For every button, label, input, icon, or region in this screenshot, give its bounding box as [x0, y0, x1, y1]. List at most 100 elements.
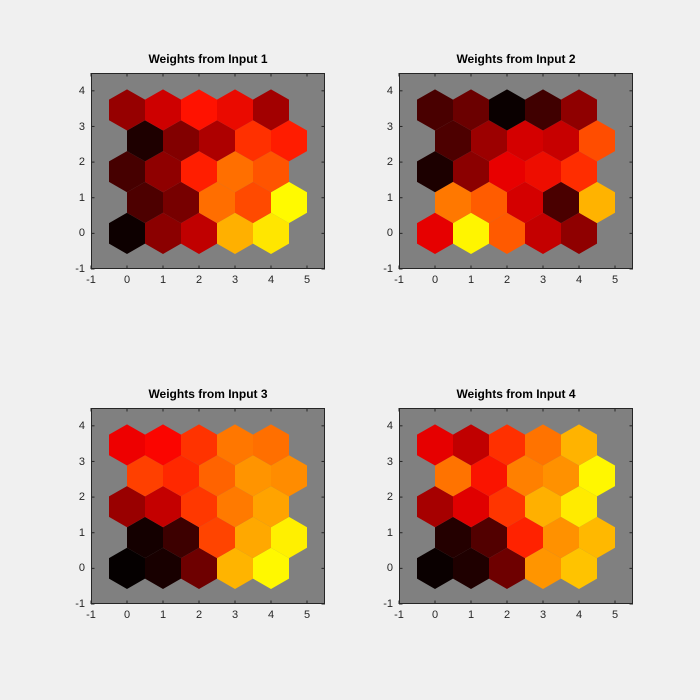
y-tick-label: 3 — [78, 120, 85, 133]
axes-border — [91, 73, 325, 269]
hex-cell-r0-c3 — [217, 547, 253, 589]
x-tick-label: 2 — [195, 609, 203, 621]
axes-border — [91, 408, 325, 604]
hex-cell-r1-c4 — [579, 516, 615, 559]
hex-cell-r0-c3 — [217, 212, 253, 254]
hex-cell-r2-c4 — [561, 151, 597, 193]
hex-cell-r2-c3 — [525, 486, 561, 528]
axes-border — [399, 408, 633, 604]
x-tick-label: 5 — [303, 274, 311, 286]
hex-cell-r2-c4 — [561, 486, 597, 528]
hex-cell-r4-c3 — [525, 89, 561, 131]
x-tick-label: 5 — [611, 274, 619, 286]
y-tick-label: 2 — [386, 491, 393, 504]
hex-cell-r2-c1 — [453, 486, 489, 528]
hex-cell-r3-c2 — [507, 455, 543, 497]
hex-cell-r0-c1 — [453, 547, 489, 589]
hex-cell-r3-c4 — [271, 120, 307, 162]
hex-cell-r1-c2 — [507, 516, 543, 559]
hex-cell-r4-c3 — [525, 424, 561, 466]
x-tick-label: 3 — [231, 274, 239, 286]
hex-cell-r4-c4 — [253, 89, 289, 131]
hex-cell-r0-c2 — [489, 212, 525, 254]
hex-cell-r3-c0 — [127, 455, 163, 497]
hex-cell-r2-c3 — [525, 151, 561, 193]
x-tick-label: 3 — [539, 274, 547, 286]
hex-cell-r1-c2 — [199, 181, 235, 224]
hex-cell-r0-c4 — [561, 547, 597, 589]
hex-cell-r1-c1 — [163, 181, 199, 224]
hex-cell-r3-c0 — [435, 455, 471, 497]
hex-cell-r2-c2 — [489, 151, 525, 193]
x-tick-label: 3 — [539, 609, 547, 621]
plot-title-3: Weights from Input 3 — [148, 387, 268, 401]
axes-1 — [90, 73, 325, 270]
hex-cell-r2-c2 — [181, 151, 217, 193]
x-tick-label: 0 — [123, 274, 131, 286]
hex-cell-r4-c2 — [181, 424, 217, 466]
hex-cell-r3-c2 — [507, 120, 543, 162]
plot-title-2: Weights from Input 2 — [456, 52, 576, 66]
y-tick-label: 0 — [386, 562, 393, 575]
y-tick-label: 0 — [78, 227, 85, 240]
hex-cell-r3-c3 — [543, 120, 579, 162]
hex-cell-r4-c0 — [417, 424, 453, 466]
y-tick-label: -1 — [383, 598, 393, 610]
hex-cell-r4-c1 — [145, 424, 181, 466]
hex-cell-r3-c4 — [579, 120, 615, 162]
y-tick-label: 1 — [78, 191, 85, 204]
y-tick-label: 1 — [386, 526, 393, 539]
hex-cell-r0-c1 — [453, 212, 489, 254]
y-tick-label: 1 — [386, 191, 393, 204]
hex-cell-r1-c2 — [199, 516, 235, 559]
plot-title-1: Weights from Input 1 — [148, 52, 268, 66]
hex-cell-r2-c4 — [253, 151, 289, 193]
subplot-weights-input-1: Weights from Input 1 -1 0 1 2 3 4 5 -1 0 1 2 3 4 — [75, 52, 325, 286]
hex-cell-r2-c4 — [253, 486, 289, 528]
x-tick-label: 4 — [575, 609, 583, 621]
hex-cell-r4-c0 — [109, 89, 145, 131]
hex-cell-r3-c1 — [471, 120, 507, 162]
x-tick-label: -1 — [394, 274, 404, 286]
x-tick-label: 3 — [231, 609, 239, 621]
hex-cell-r2-c0 — [417, 486, 453, 528]
y-tick-label: 4 — [78, 419, 85, 432]
y-tick-label: 2 — [78, 491, 85, 504]
axes-3 — [90, 408, 325, 605]
x-tick-label: 0 — [123, 609, 131, 621]
hex-cell-r1-c4 — [271, 516, 307, 559]
hex-cell-r1-c3 — [543, 181, 579, 224]
plot-title-4: Weights from Input 4 — [456, 387, 576, 401]
x-tick-label: 5 — [303, 609, 311, 621]
hex-cell-r1-c2 — [507, 181, 543, 224]
y-tick-label: 2 — [78, 156, 85, 169]
x-tick-label: -1 — [86, 609, 96, 621]
hex-cell-r2-c1 — [145, 151, 181, 193]
hex-cell-r4-c2 — [489, 424, 525, 466]
hex-cell-r4-c2 — [489, 89, 525, 131]
hex-cell-r3-c3 — [235, 455, 271, 497]
x-tick-label: -1 — [86, 274, 96, 286]
axes-border — [399, 73, 633, 269]
hex-cell-r3-c2 — [199, 120, 235, 162]
hex-cell-r4-c1 — [145, 89, 181, 131]
hex-cell-r4-c1 — [453, 89, 489, 131]
hex-cell-r1-c0 — [435, 516, 471, 559]
hex-cell-r1-c4 — [271, 181, 307, 224]
hex-cell-r3-c0 — [435, 120, 471, 162]
hex-cell-r1-c3 — [235, 516, 271, 559]
hex-cell-r1-c0 — [127, 181, 163, 224]
x-tick-label: 1 — [467, 609, 475, 621]
hex-cell-r2-c0 — [417, 151, 453, 193]
hex-cell-r0-c2 — [489, 547, 525, 589]
hex-cell-r2-c1 — [145, 486, 181, 528]
hex-cell-r0-c0 — [109, 547, 145, 589]
hex-cell-r0-c0 — [109, 212, 145, 254]
hex-cell-r0-c3 — [525, 547, 561, 589]
y-tick-label: 3 — [386, 120, 393, 133]
y-tick-label: -1 — [75, 263, 85, 275]
y-tick-label: -1 — [383, 263, 393, 275]
hex-cell-r2-c0 — [109, 151, 145, 193]
hex-cell-r3-c1 — [471, 455, 507, 497]
